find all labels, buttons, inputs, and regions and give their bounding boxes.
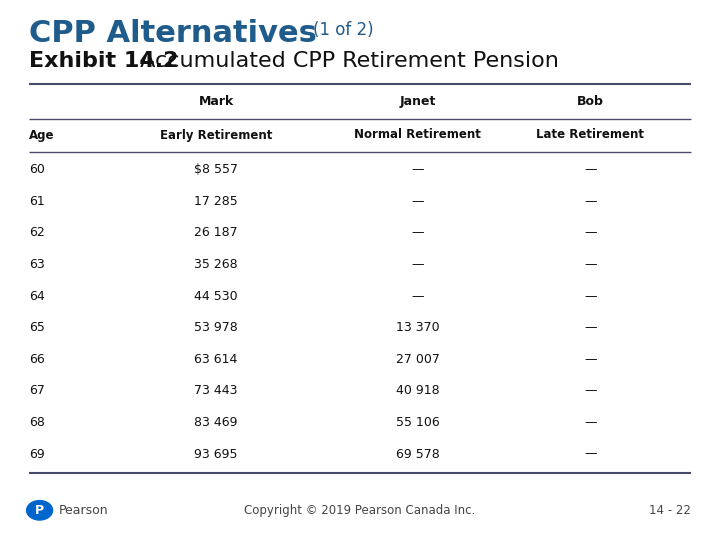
- Text: Exhibit 14.2: Exhibit 14.2: [29, 51, 179, 71]
- Text: —: —: [584, 289, 597, 302]
- Text: 61: 61: [29, 195, 45, 208]
- Text: 93 695: 93 695: [194, 448, 238, 461]
- Text: 64: 64: [29, 289, 45, 302]
- Text: 14 - 22: 14 - 22: [649, 504, 691, 517]
- Text: 63: 63: [29, 258, 45, 271]
- Text: (1 of 2): (1 of 2): [313, 21, 374, 38]
- Text: 62: 62: [29, 226, 45, 239]
- Text: Accumulated CPP Retirement Pension: Accumulated CPP Retirement Pension: [133, 51, 559, 71]
- Text: 40 918: 40 918: [396, 384, 439, 397]
- Text: 44 530: 44 530: [194, 289, 238, 302]
- Text: CPP Alternatives: CPP Alternatives: [29, 19, 317, 48]
- Text: Bob: Bob: [577, 95, 604, 108]
- Text: —: —: [411, 163, 424, 176]
- Text: 68: 68: [29, 416, 45, 429]
- Text: —: —: [584, 163, 597, 176]
- Text: —: —: [584, 195, 597, 208]
- Text: Normal Retirement: Normal Retirement: [354, 129, 481, 141]
- Circle shape: [27, 501, 53, 520]
- Text: 55 106: 55 106: [396, 416, 439, 429]
- Text: Copyright © 2019 Pearson Canada Inc.: Copyright © 2019 Pearson Canada Inc.: [244, 504, 476, 517]
- Text: 69: 69: [29, 448, 45, 461]
- Text: —: —: [584, 353, 597, 366]
- Text: —: —: [584, 448, 597, 461]
- Text: 73 443: 73 443: [194, 384, 238, 397]
- Text: —: —: [584, 258, 597, 271]
- Text: 67: 67: [29, 384, 45, 397]
- Text: —: —: [584, 416, 597, 429]
- Text: 27 007: 27 007: [396, 353, 439, 366]
- Text: 35 268: 35 268: [194, 258, 238, 271]
- Text: 65: 65: [29, 321, 45, 334]
- Text: 53 978: 53 978: [194, 321, 238, 334]
- Text: 26 187: 26 187: [194, 226, 238, 239]
- Text: Age: Age: [29, 129, 54, 141]
- Text: —: —: [584, 384, 597, 397]
- Text: 13 370: 13 370: [396, 321, 439, 334]
- Text: 63 614: 63 614: [194, 353, 238, 366]
- Text: $8 557: $8 557: [194, 163, 238, 176]
- Text: Janet: Janet: [400, 95, 436, 108]
- Text: 60: 60: [29, 163, 45, 176]
- Text: P: P: [35, 504, 44, 517]
- Text: Late Retirement: Late Retirement: [536, 129, 644, 141]
- Text: —: —: [411, 258, 424, 271]
- Text: 17 285: 17 285: [194, 195, 238, 208]
- Text: —: —: [584, 226, 597, 239]
- Text: Pearson: Pearson: [59, 504, 109, 517]
- Text: 69 578: 69 578: [396, 448, 439, 461]
- Text: Early Retirement: Early Retirement: [160, 129, 272, 141]
- Text: —: —: [411, 289, 424, 302]
- Text: —: —: [411, 226, 424, 239]
- Text: 66: 66: [29, 353, 45, 366]
- Text: 83 469: 83 469: [194, 416, 238, 429]
- Text: Mark: Mark: [199, 95, 233, 108]
- Text: —: —: [584, 321, 597, 334]
- Text: —: —: [411, 195, 424, 208]
